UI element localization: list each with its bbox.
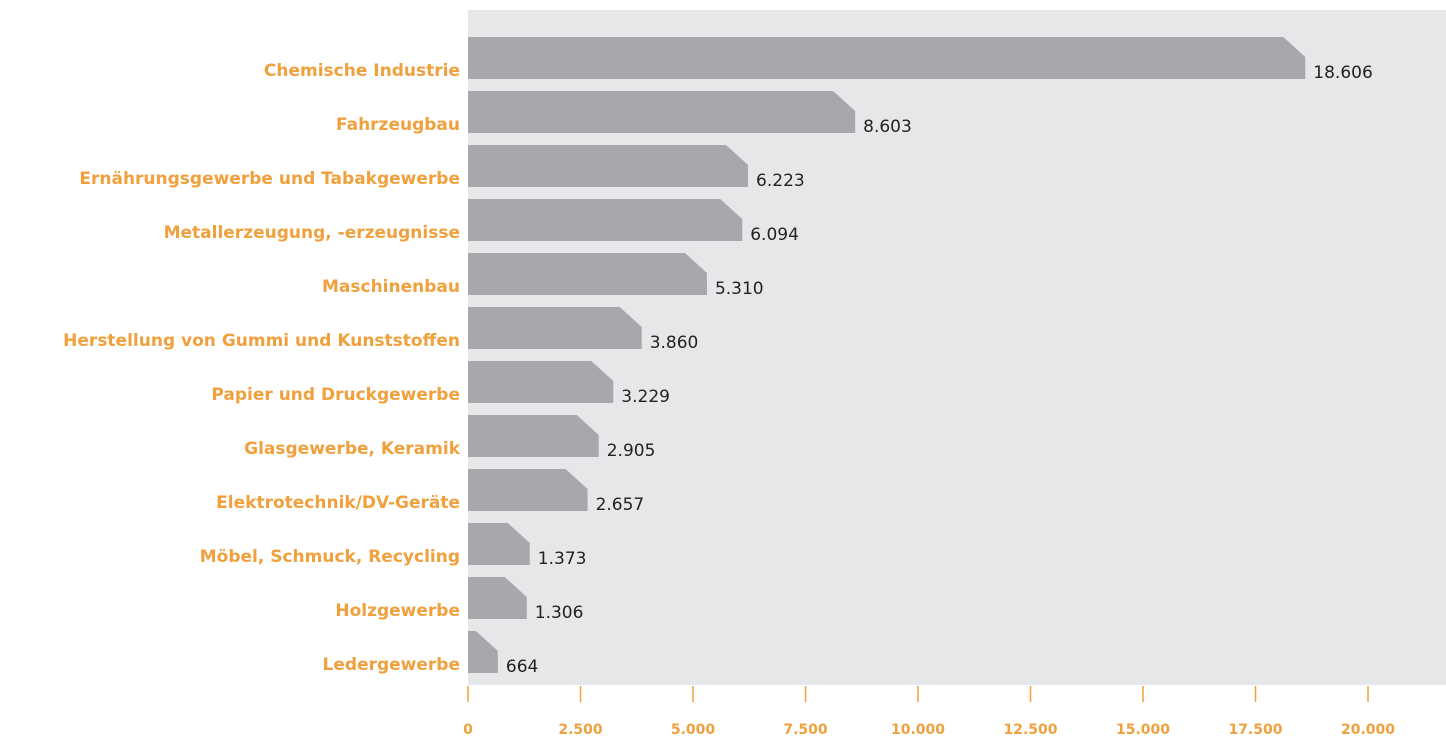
category-label: Ernährungsgewerbe und Tabakgewerbe: [79, 169, 460, 189]
value-label: 18.606: [1313, 63, 1372, 83]
x-tick-label: 15.000: [1116, 722, 1170, 738]
category-label: Papier und Druckgewerbe: [211, 385, 460, 405]
value-label: 8.603: [863, 117, 912, 137]
value-label: 6.223: [756, 171, 805, 191]
bar: [468, 253, 707, 295]
x-tick-label: 17.500: [1228, 722, 1282, 738]
x-tick-label: 12.500: [1003, 722, 1057, 738]
category-label: Elektrotechnik/DV-Geräte: [216, 493, 460, 513]
bar: [468, 469, 588, 511]
bar: [468, 631, 498, 673]
value-label: 1.373: [538, 549, 587, 569]
bar: [468, 361, 614, 403]
value-label: 3.860: [650, 333, 699, 353]
bar: [468, 577, 527, 619]
category-label: Chemische Industrie: [264, 61, 460, 81]
x-tick-label: 5.000: [671, 722, 716, 738]
category-label: Glasgewerbe, Keramik: [244, 439, 461, 459]
x-tick-label: 10.000: [891, 722, 945, 738]
value-label: 6.094: [750, 225, 799, 245]
bar: [468, 415, 599, 457]
category-label: Maschinenbau: [322, 277, 460, 297]
category-label: Holzgewerbe: [335, 601, 460, 621]
value-label: 664: [506, 657, 538, 677]
x-tick-label: 20.000: [1341, 722, 1395, 738]
bar: [468, 307, 642, 349]
bar: [468, 145, 749, 187]
value-label: 5.310: [715, 279, 764, 299]
x-tick-label: 0: [463, 722, 473, 738]
bar: [468, 523, 530, 565]
x-tick-label: 2.500: [558, 722, 603, 738]
category-label: Herstellung von Gummi und Kunststoffen: [63, 331, 460, 351]
bar: [468, 91, 856, 133]
value-label: 2.657: [596, 495, 645, 515]
category-label: Möbel, Schmuck, Recycling: [200, 547, 460, 567]
bar: [468, 199, 743, 241]
category-label: Ledergewerbe: [323, 655, 460, 675]
category-label: Metallerzeugung, -erzeugnisse: [164, 223, 460, 243]
category-label: Fahrzeugbau: [336, 115, 460, 135]
value-label: 1.306: [535, 603, 584, 623]
value-label: 2.905: [607, 441, 656, 461]
value-label: 3.229: [621, 387, 670, 407]
bar: [468, 37, 1306, 79]
x-tick-label: 7.500: [783, 722, 828, 738]
